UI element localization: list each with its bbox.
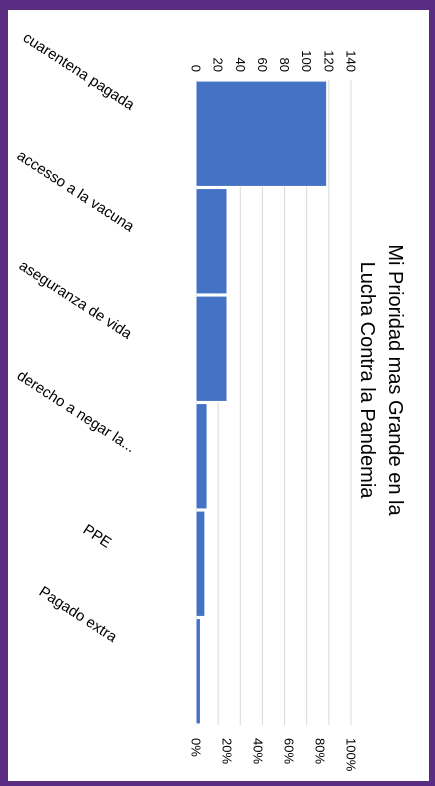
category-label: derecho a negar la... [14, 367, 139, 456]
category-label: accesso a la vacuna [14, 147, 138, 236]
category-label: aseguranza de vida [16, 257, 136, 343]
bar-5 [195, 618, 201, 725]
chart-frame: 0 20 40 60 80 100 120 140 0% 20% 40% 60% 80% 100% cu… [8, 10, 429, 781]
count-tick-label: 40 [233, 58, 248, 72]
gridlines [195, 80, 352, 725]
category-label: Pagado extra [36, 583, 121, 646]
chart-title-line: Lucha Contra la Pandemia [356, 262, 378, 500]
percent-tick-label: 0% [189, 738, 204, 757]
count-tick-label: 140 [344, 50, 359, 72]
percent-axis: 0% 20% 40% 60% 80% 100% [189, 738, 359, 772]
bar-0 [195, 80, 328, 187]
count-tick-label: 120 [321, 50, 336, 72]
chart-title-line: Mi Prioridad mas Grande en la [384, 244, 406, 516]
count-tick-label: 20 [211, 58, 226, 72]
percent-tick-label: 100% [344, 738, 359, 772]
percent-tick-label: 60% [282, 738, 297, 764]
count-tick-label: 60 [255, 58, 270, 72]
chart-title: Mi Prioridad mas Grande en la Lucha Contr… [356, 244, 406, 516]
count-tick-label: 80 [277, 58, 292, 72]
percent-tick-label: 40% [251, 738, 266, 764]
count-tick-label: 100 [299, 50, 314, 72]
count-tick-label: 0 [189, 65, 204, 72]
bar-4 [195, 510, 206, 617]
percent-tick-label: 20% [220, 738, 235, 764]
category-labels: cuarentena pagada accesso a la vacuna aseg… [14, 29, 139, 646]
bar-1 [195, 188, 228, 295]
percent-tick-label: 80% [313, 738, 328, 764]
bars [195, 80, 328, 725]
bar-chart: 0 20 40 60 80 100 120 140 0% 20% 40% 60% 80% 100% cu… [14, 29, 406, 772]
bar-3 [195, 403, 208, 510]
category-label: PPE [80, 521, 114, 552]
bar-2 [195, 295, 228, 402]
count-axis: 0 20 40 60 80 100 120 140 [189, 50, 359, 72]
category-label: cuarentena pagada [20, 29, 138, 114]
